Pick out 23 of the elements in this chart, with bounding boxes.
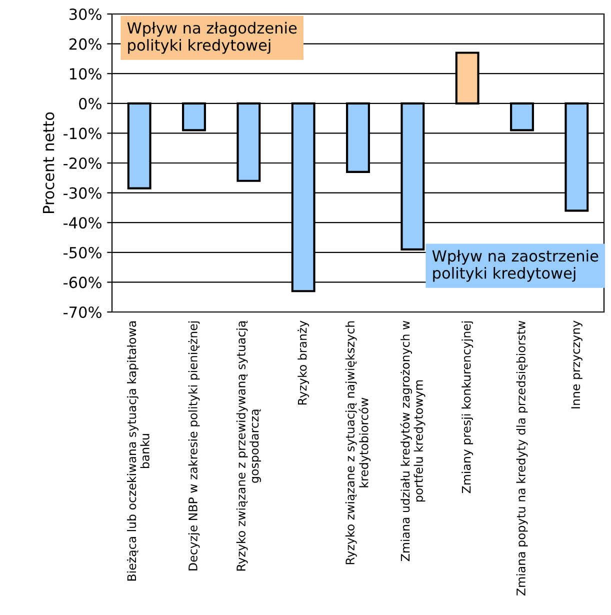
y-tick-label: 30% (69, 8, 102, 20)
x-tick-label: Decyzje NBP w zakresie polityki pieniężnej (188, 321, 200, 570)
x-tick-label: Ryzyko związane z przewidywaną sytuacją gospodarczą (236, 320, 261, 571)
x-tick-label: Zmiany presji konkurencyjnej (462, 321, 474, 494)
y-tick-label: -50% (64, 246, 102, 258)
annotation: Wpływ na zaostrzenie polityki kredytowej (432, 250, 598, 282)
x-tick-label: Ryzyko związane z sytuacją największych kredytobiorców (345, 321, 371, 564)
x-tick-label: Zmiana popytu na kredyty dla przedsiębiorstw (516, 320, 528, 596)
x-tick-label: Zmiana udziału kredytów zagrożonych w portfelu kredytowym (400, 320, 426, 562)
y-tick-label: -10% (64, 128, 102, 140)
annotation: Wpływ na złagodzenie polityki kredytowej (127, 22, 297, 54)
y-tick-label: 0% (79, 98, 102, 110)
y-axis-title: Procent netto (42, 112, 54, 213)
y-tick-label: -70% (64, 306, 102, 318)
y-tick-label: 20% (69, 38, 102, 50)
y-tick-label: -60% (64, 276, 102, 288)
x-tick-label: Inne przyczyny (571, 320, 582, 408)
x-tick-label: Ryzyko branży (298, 320, 310, 405)
y-tick-label: 10% (70, 68, 102, 80)
y-tick-label: -40% (64, 217, 102, 229)
y-tick-label: -20% (64, 157, 102, 170)
y-tick-label: -30% (64, 187, 102, 199)
x-tick-label: Bieżąca lub oczekiwana sytuacja kapitałowa banku (127, 321, 150, 581)
